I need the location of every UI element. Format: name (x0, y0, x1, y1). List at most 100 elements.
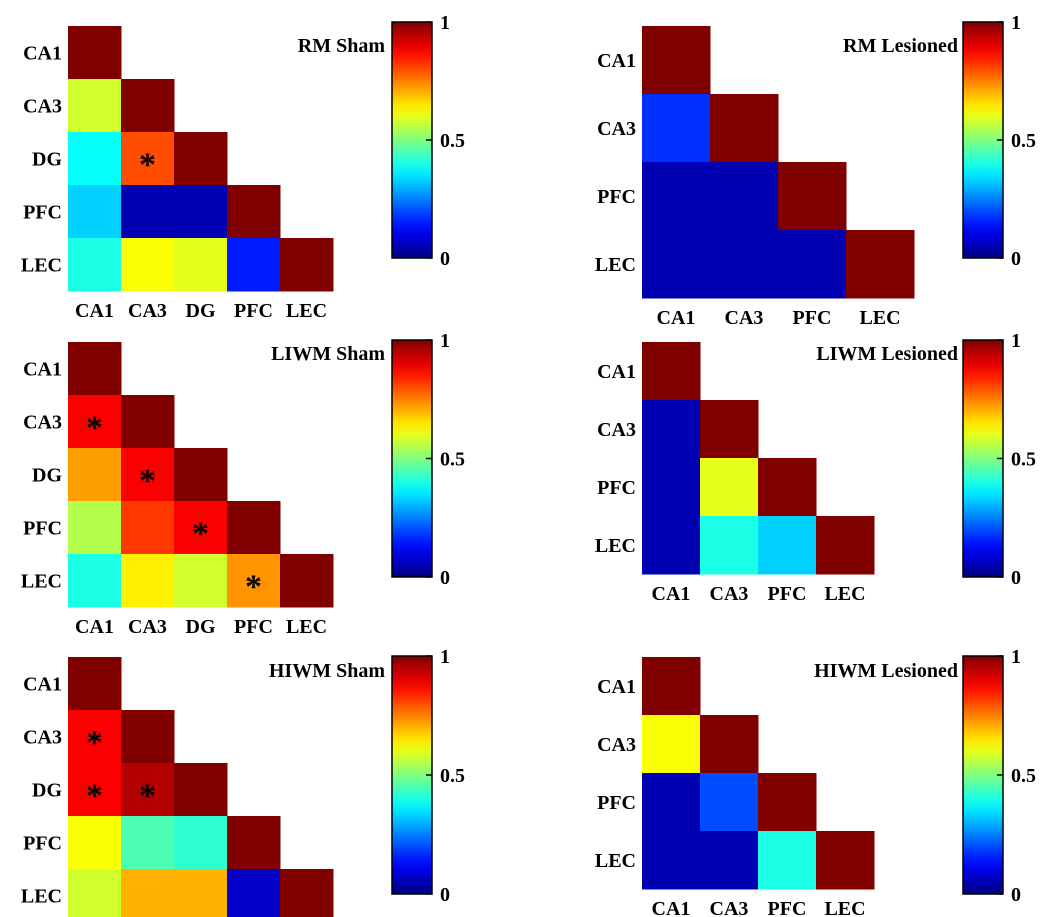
heatmap-cell (68, 554, 122, 608)
heatmap-cell (227, 554, 281, 608)
heatmap-cell (700, 400, 759, 459)
row-label: PFC (597, 792, 636, 814)
heatmap-cell (642, 715, 701, 774)
heatmap-panel: CA1 CA3 PFC LEC CA1 CA3 PFC LEC RM Lesioned 0 0.5 1 (595, 12, 1036, 329)
significance-asterisk: * (86, 410, 103, 447)
heatmap-cell (758, 516, 817, 575)
column-label: CA1 (75, 616, 114, 638)
heatmap-cell (68, 26, 122, 80)
row-label: PFC (23, 202, 62, 224)
colorbar-tick-label: 1 (440, 12, 450, 34)
heatmap-cell (778, 230, 847, 299)
heatmap-cell (121, 185, 175, 239)
colorbar-tick-label: 0.5 (1011, 449, 1036, 471)
column-label: DG (186, 300, 216, 322)
colorbar (391, 21, 433, 259)
column-label: CA1 (75, 300, 114, 322)
row-label: LEC (21, 571, 62, 593)
heatmap-cell (642, 230, 711, 299)
column-label: CA3 (710, 898, 749, 917)
row-label: CA1 (23, 674, 62, 696)
heatmap-cell (68, 501, 122, 555)
row-label: CA1 (23, 359, 62, 381)
heatmap-cell (642, 773, 701, 832)
heatmap-cell (121, 132, 175, 186)
column-label: LEC (286, 616, 327, 638)
heatmap-cell (758, 831, 817, 890)
colorbar (391, 339, 433, 578)
panel-title: HIWM Sham (269, 660, 385, 682)
heatmap-cell (700, 773, 759, 832)
colorbar (962, 339, 1004, 578)
heatmap-cell (642, 400, 701, 459)
column-label: PFC (768, 583, 807, 605)
heatmap-cell (700, 458, 759, 517)
heatmap-cell (280, 554, 334, 608)
heatmap-panel: * * * * CA1 CA3 DG PFC LEC CA1 CA3 DG PFC LEC LIWM Sha… (21, 330, 465, 638)
heatmap-cell (68, 395, 122, 449)
column-label: CA3 (725, 307, 764, 329)
column-label: LEC (824, 898, 865, 917)
row-label: CA3 (23, 412, 62, 434)
colorbar-tick-label: 0.5 (440, 130, 465, 152)
row-label: LEC (595, 850, 636, 872)
heatmap-cell (174, 554, 228, 608)
column-label: LEC (824, 583, 865, 605)
row-label: CA1 (597, 50, 636, 72)
heatmap-cell (700, 831, 759, 890)
heatmap-cell (68, 710, 122, 764)
heatmap-cell (174, 448, 228, 502)
panel-title: LIWM Sham (271, 343, 385, 365)
panel-title: RM Sham (298, 35, 386, 57)
colorbar-tick-label: 0.5 (440, 449, 465, 471)
colorbar-tick-label: 0.5 (1011, 765, 1036, 787)
column-label: CA1 (652, 898, 691, 917)
colorbar-tick-label: 0.5 (1011, 130, 1036, 152)
heatmap-cell (642, 94, 711, 163)
row-label: LEC (21, 886, 62, 908)
colorbar-tick-label: 0.5 (440, 765, 465, 787)
heatmap-cell (758, 458, 817, 517)
heatmap-cell (121, 395, 175, 449)
row-label: CA1 (23, 43, 62, 65)
heatmap-cell (121, 816, 175, 870)
heatmap-cell (816, 831, 875, 890)
heatmap-cell (68, 132, 122, 186)
heatmap-cell (280, 869, 334, 917)
row-label: CA1 (597, 361, 636, 383)
heatmap-cell (174, 238, 228, 292)
heatmap-cell (174, 816, 228, 870)
heatmap-panel: * CA1 CA3 DG PFC LEC CA1 CA3 DG PFC LEC RM Sham 0 0.5… (21, 12, 465, 322)
heatmap-cell (816, 516, 875, 575)
heatmap-cell (280, 238, 334, 292)
heatmap-cell (758, 773, 817, 832)
row-label: PFC (23, 833, 62, 855)
significance-asterisk: * (139, 463, 156, 500)
heatmap-cell (227, 816, 281, 870)
heatmap-cell (68, 79, 122, 133)
colorbar-tick-label: 1 (440, 330, 450, 352)
row-label: CA3 (597, 734, 636, 756)
heatmap-cell (642, 831, 701, 890)
heatmap-cell (227, 238, 281, 292)
heatmap-panel: CA1 CA3 PFC LEC CA1 CA3 PFC LEC LIWM Lesioned 0 0.… (595, 330, 1036, 605)
significance-asterisk: * (245, 569, 262, 606)
row-label: DG (32, 465, 62, 487)
colorbar-tick-label: 1 (1011, 12, 1021, 34)
colorbar (391, 655, 433, 895)
heatmap-cell (642, 516, 701, 575)
heatmap-cell (68, 763, 122, 817)
heatmap-cell (68, 657, 122, 711)
column-label: PFC (793, 307, 832, 329)
heatmap-cell (121, 710, 175, 764)
row-label: LEC (595, 535, 636, 557)
colorbar-tick-label: 0 (440, 884, 450, 906)
row-label: DG (32, 780, 62, 802)
heatmap-cell (710, 162, 779, 231)
heatmap-cell (700, 516, 759, 575)
significance-asterisk: * (139, 147, 156, 184)
heatmap-cell (68, 816, 122, 870)
row-label: CA1 (597, 676, 636, 698)
column-label: LEC (286, 300, 327, 322)
